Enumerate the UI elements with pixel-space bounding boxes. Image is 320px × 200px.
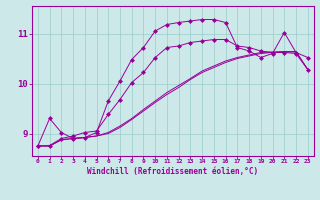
X-axis label: Windchill (Refroidissement éolien,°C): Windchill (Refroidissement éolien,°C) bbox=[87, 167, 258, 176]
